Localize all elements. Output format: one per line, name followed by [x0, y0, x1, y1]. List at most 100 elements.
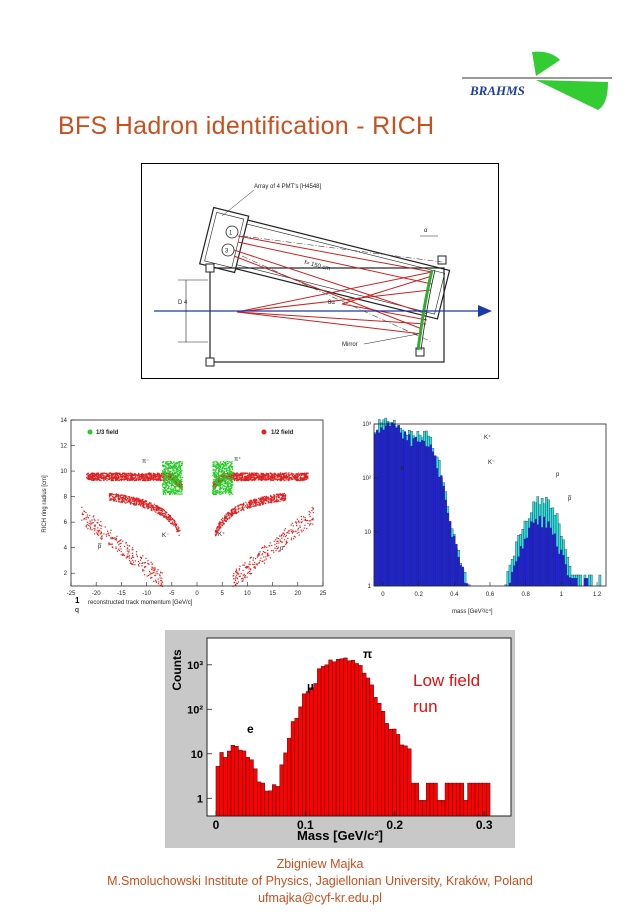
scatter-point — [301, 521, 303, 523]
scatter-point — [150, 505, 153, 507]
scatter-point — [99, 473, 101, 476]
scatter-point — [304, 524, 306, 526]
scatter-point — [135, 473, 137, 476]
scatter-point — [115, 500, 117, 502]
scatter-point — [141, 499, 144, 501]
scatter-point — [97, 527, 99, 529]
scatter-point — [231, 476, 233, 478]
scatter-point — [169, 475, 172, 477]
scatter-point — [227, 474, 229, 476]
scatter-point — [98, 475, 100, 477]
scatter-point — [256, 563, 258, 565]
scatter-point — [281, 497, 283, 500]
scatter-point — [225, 474, 228, 477]
scatter-point — [100, 532, 103, 534]
scatter-point — [312, 523, 314, 525]
scatter-point — [180, 480, 183, 483]
scatter-point — [119, 476, 121, 478]
scatter-point — [234, 584, 236, 587]
scatter-point — [124, 478, 126, 480]
scatter-point — [271, 473, 274, 476]
scatter-point — [230, 515, 232, 517]
scatter-point — [137, 474, 139, 477]
scatter-point — [280, 498, 282, 500]
scatter-point — [284, 475, 286, 478]
scatter-point — [174, 476, 176, 478]
scatter-point — [173, 523, 176, 525]
scatter-point — [263, 475, 265, 477]
scatter-point — [214, 472, 216, 474]
scatter-point — [142, 562, 144, 564]
scatter-point — [241, 507, 243, 509]
x-tick-label: 0.6 — [486, 592, 495, 598]
y-axis-label: Counts — [170, 649, 184, 691]
scatter-point — [92, 475, 94, 477]
scatter-point — [128, 496, 131, 498]
scatter-point — [111, 543, 113, 545]
scatter-point — [253, 472, 255, 474]
scatter-point — [150, 475, 152, 477]
scatter-point — [235, 570, 238, 572]
scatter-point — [239, 507, 241, 509]
scatter-point — [214, 533, 216, 535]
scatter-point — [228, 490, 230, 492]
scatter-point — [255, 478, 257, 481]
scatter-point — [264, 499, 266, 502]
scatter-point — [231, 478, 234, 480]
muon-label: μ — [307, 681, 314, 693]
scatter-point — [287, 537, 289, 539]
scatter-point — [149, 478, 151, 481]
scatter-point — [272, 497, 274, 499]
scatter-point — [99, 533, 102, 535]
scatter-point — [219, 479, 221, 481]
scatter-point — [161, 508, 163, 510]
scatter-point — [154, 509, 156, 511]
scatter-point — [132, 478, 134, 480]
cherenkov-rays — [233, 235, 433, 335]
scatter-point — [151, 478, 153, 480]
scatter-point — [177, 462, 179, 464]
scatter-point — [229, 482, 231, 484]
scatter-point — [93, 528, 95, 530]
scatter-point — [215, 485, 217, 488]
scatter-point — [108, 544, 110, 546]
scatter-point — [217, 492, 219, 494]
scatter-point — [213, 461, 215, 463]
scatter-point — [179, 470, 181, 473]
scatter-point — [226, 513, 228, 515]
scatter-point — [103, 476, 105, 478]
email[interactable]: ufmajka@cyf-kr.edu.pl — [258, 891, 382, 905]
scatter-point — [97, 532, 99, 535]
scatter-point — [162, 512, 164, 514]
scatter-point — [170, 523, 172, 525]
scatter-point — [174, 486, 176, 489]
scatter-point — [173, 473, 175, 475]
scatter-point — [108, 542, 110, 544]
histogram-bar — [223, 757, 228, 817]
histogram-bar — [332, 661, 337, 817]
scatter-point — [157, 507, 160, 509]
scatter-point — [281, 534, 283, 536]
scatter-point — [235, 479, 237, 482]
scatter-point — [97, 472, 100, 474]
scatter-point — [302, 472, 304, 474]
scatter-point — [133, 502, 135, 504]
scatter-point — [258, 553, 260, 555]
scatter-point — [154, 474, 156, 476]
scatter-point — [229, 478, 231, 480]
scatter-point — [228, 475, 230, 477]
scatter-point — [242, 564, 244, 566]
scatter-point — [279, 473, 281, 475]
scatter-point — [172, 483, 174, 486]
histogram-bar — [427, 446, 430, 586]
scatter-point — [162, 492, 165, 494]
scatter-point — [85, 518, 87, 520]
scatter-point — [304, 473, 306, 476]
scatter-point — [259, 476, 261, 478]
scatter-point — [213, 472, 215, 474]
scatter-point — [172, 470, 174, 472]
scatter-point — [125, 557, 127, 559]
scatter-point — [111, 477, 113, 479]
